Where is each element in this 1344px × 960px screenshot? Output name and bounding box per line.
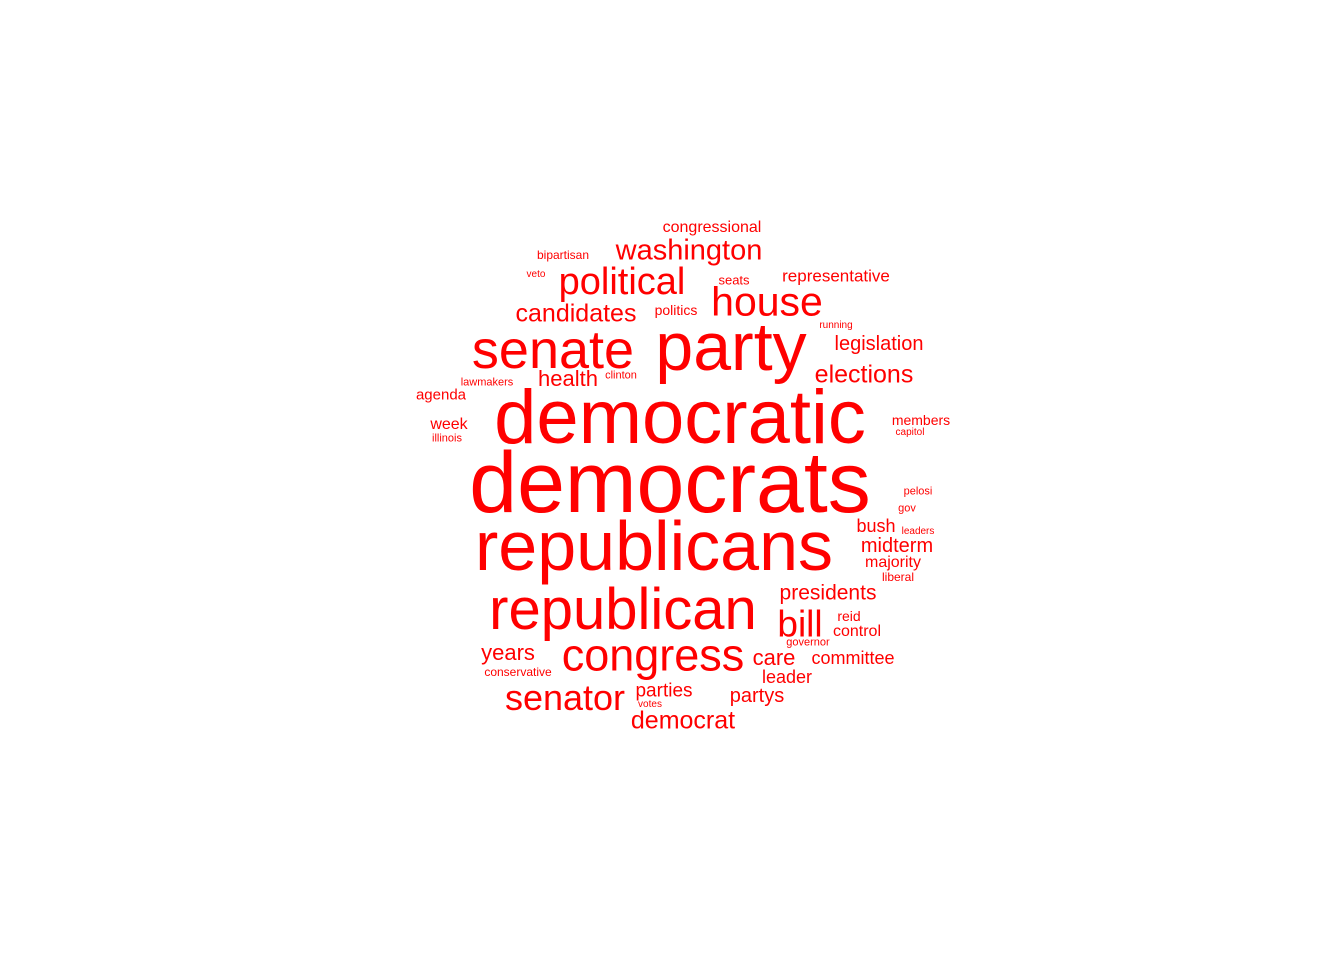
word: running	[819, 320, 853, 331]
word: democrat	[630, 706, 736, 735]
word: veto	[526, 269, 546, 280]
word: years	[481, 640, 535, 665]
word: leader	[761, 667, 813, 687]
word: pelosi	[903, 485, 933, 498]
word: majority	[864, 554, 922, 571]
word: governor	[786, 636, 830, 649]
word: politics	[654, 302, 698, 318]
word: seats	[718, 272, 750, 288]
word: party	[655, 309, 807, 385]
word: representative	[782, 266, 890, 286]
word: republicans	[475, 507, 833, 585]
word: bill	[777, 603, 823, 645]
word: political	[558, 261, 686, 303]
word: democratic	[494, 375, 866, 460]
word: candidates	[515, 299, 637, 328]
word: presidents	[779, 581, 877, 605]
word: control	[832, 623, 882, 640]
word: congressional	[662, 219, 762, 236]
word: midterm	[860, 535, 934, 557]
word: liberal	[881, 570, 915, 584]
word: partys	[729, 685, 785, 707]
word: clinton	[605, 369, 637, 382]
word: health	[538, 366, 598, 391]
word: house	[711, 278, 823, 325]
word: reid	[837, 608, 861, 624]
word: republican	[489, 577, 757, 642]
word: illinois	[432, 432, 462, 445]
word: democrats	[469, 435, 871, 531]
word: lawmakers	[460, 376, 514, 389]
word: care	[752, 645, 796, 670]
word: votes	[638, 699, 662, 710]
word: parties	[635, 680, 693, 702]
word: leaders	[901, 526, 935, 537]
word: senator	[504, 677, 626, 718]
word: agenda	[415, 386, 467, 404]
word: bush	[856, 516, 896, 536]
word: senate	[471, 320, 635, 380]
word: elections	[814, 360, 914, 389]
word: washington	[615, 234, 763, 267]
word: bipartisan	[536, 248, 590, 262]
word: gov	[898, 502, 916, 515]
word: members	[891, 412, 951, 428]
word: week	[430, 416, 468, 433]
word: committee	[811, 648, 895, 668]
word: conservative	[484, 665, 552, 679]
word: capitol	[895, 427, 925, 438]
word: congress	[561, 629, 745, 681]
word: legislation	[834, 333, 924, 355]
